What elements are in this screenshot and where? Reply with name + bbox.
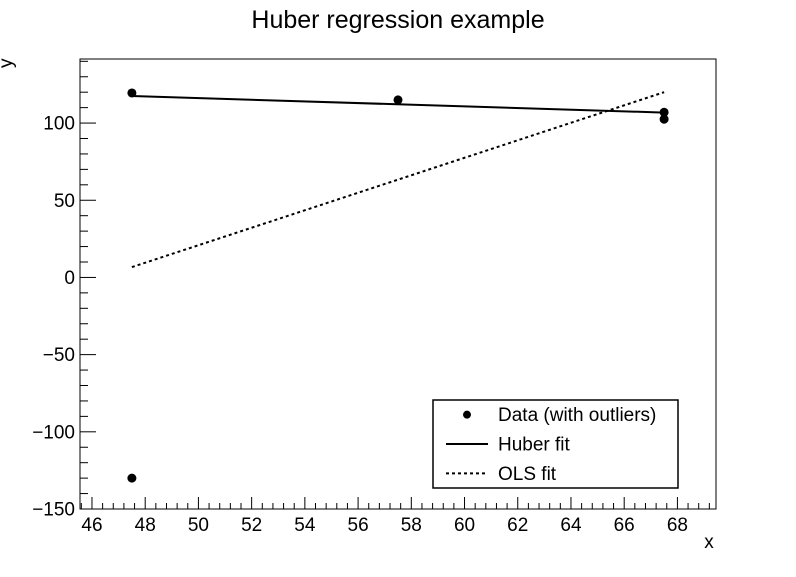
x-tick-label: 54 xyxy=(294,515,316,536)
legend-label-huber-fit: Huber fit xyxy=(498,435,571,456)
y-tick-label: 50 xyxy=(54,191,75,212)
y-tick-label: 0 xyxy=(64,268,75,289)
x-tick-label: 56 xyxy=(348,515,369,536)
y-tick-label: 100 xyxy=(43,114,75,135)
y-tick-label: −100 xyxy=(32,422,75,443)
x-tick-label: 50 xyxy=(188,515,209,536)
legend-marker-data-points xyxy=(463,410,471,419)
data-point xyxy=(393,95,403,105)
data-point xyxy=(659,114,669,124)
x-tick-label: 46 xyxy=(81,515,102,536)
legend-label-data-points: Data (with outliers) xyxy=(498,405,656,426)
x-tick-label: 68 xyxy=(667,515,688,536)
x-axis-title: x xyxy=(704,532,714,553)
y-tick-label: −150 xyxy=(32,500,75,521)
x-tick-label: 66 xyxy=(614,515,635,536)
y-axis-title: y xyxy=(0,58,17,68)
x-tick-label: 60 xyxy=(454,515,475,536)
legend: Data (with outliers) Huber fit OLS fit xyxy=(432,399,679,489)
chart-title: Huber regression example xyxy=(251,6,544,34)
x-tick-label: 52 xyxy=(241,515,262,536)
axis-ticks: 46 48 50 52 54 56 58 60 62 64 66 68 −150 −100 −50 0 50 10… xyxy=(32,60,710,536)
plot-frame xyxy=(79,58,717,510)
x-tick-label: 58 xyxy=(401,515,422,536)
x-tick-label: 64 xyxy=(560,515,582,536)
y-tick-label: −50 xyxy=(43,345,75,366)
data-series xyxy=(127,88,669,483)
x-tick-label: 48 xyxy=(135,515,156,536)
ols-fit-line xyxy=(131,91,665,269)
huber-fit-line xyxy=(131,95,665,114)
data-point xyxy=(127,473,137,483)
x-tick-label: 62 xyxy=(507,515,528,536)
legend-label-ols-fit: OLS fit xyxy=(498,464,557,485)
